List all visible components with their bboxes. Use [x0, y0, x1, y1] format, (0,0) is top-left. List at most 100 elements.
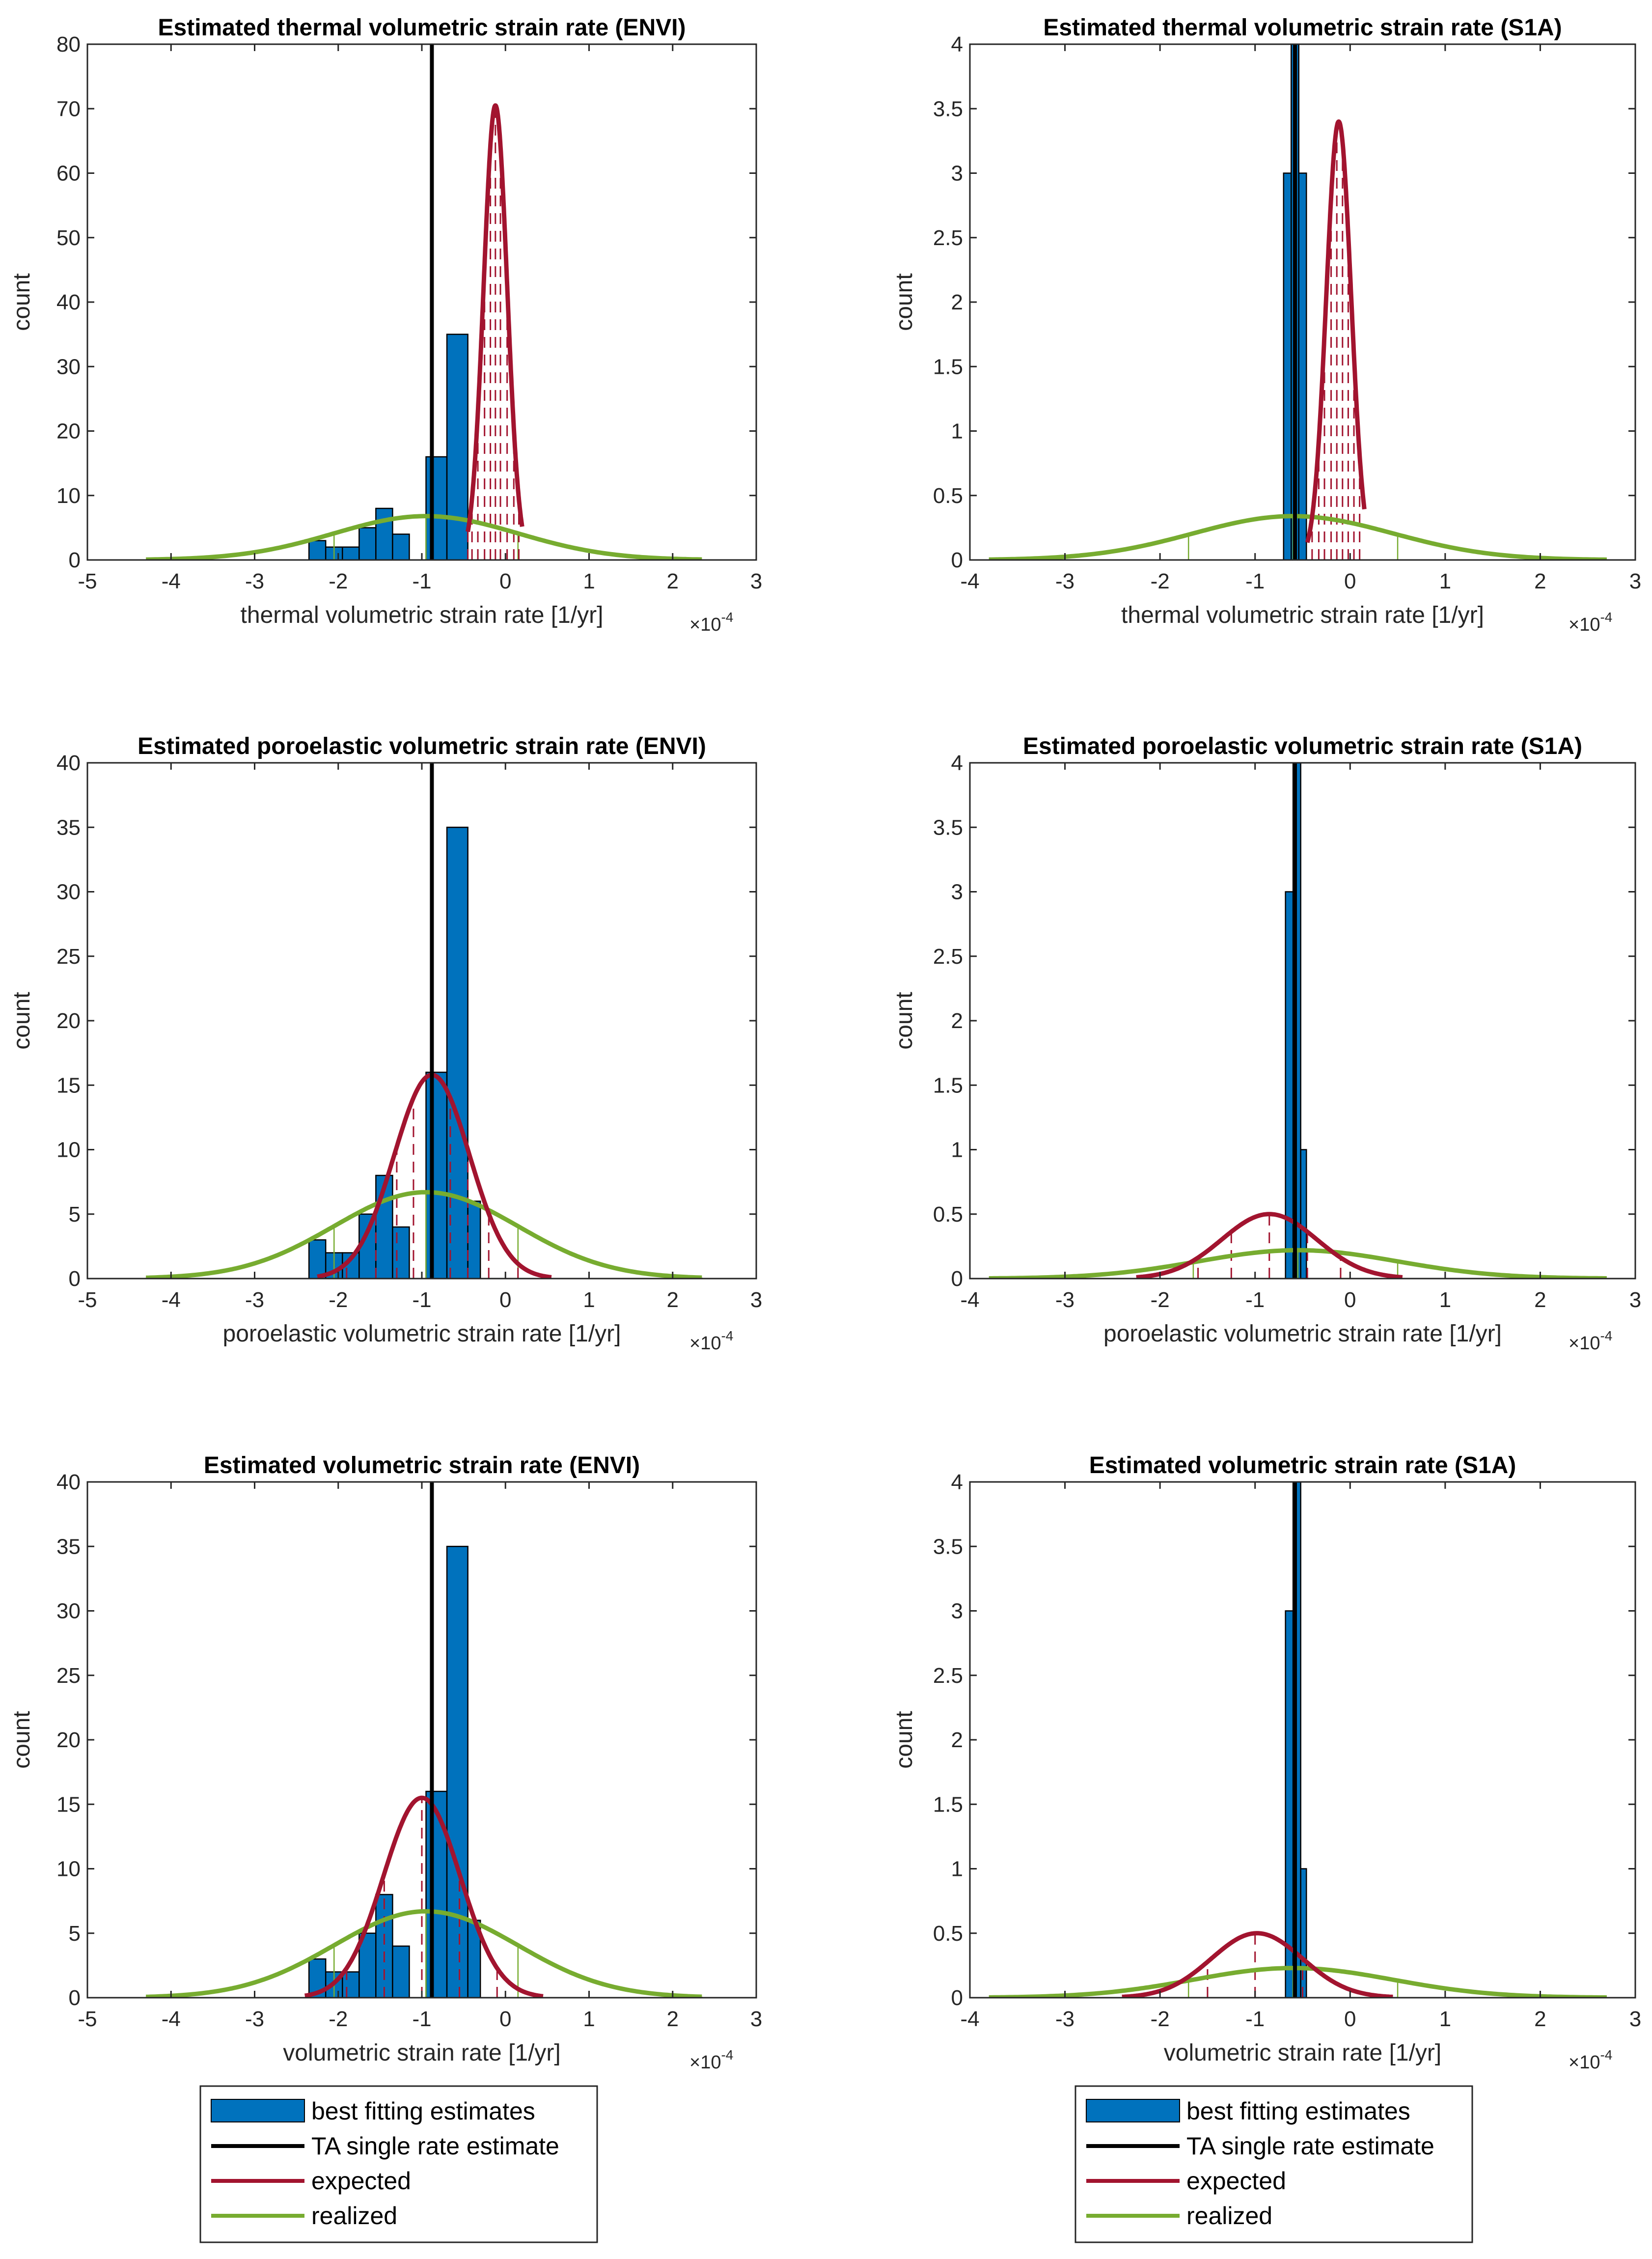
realized-curve [146, 514, 702, 560]
x-tick-label: -2 [1151, 2007, 1170, 2031]
x-tick-label: 0 [499, 1288, 511, 1312]
y-tick-label: 1 [951, 1138, 963, 1162]
x-tick-label: 2 [1534, 2007, 1546, 2031]
x-tick-label: -4 [162, 2007, 181, 2031]
x-tick-label: -2 [329, 2007, 348, 2031]
legend-left-label-2: expected [311, 2167, 411, 2195]
y-tick-label: 0 [69, 548, 81, 572]
histogram-bar [1285, 1610, 1294, 1998]
histogram-bar [358, 527, 377, 560]
x-tick-label: 0 [499, 569, 511, 593]
chart-panels: -5 -4 -3 -2 -1 0 1 2 301020304050607080Estimated… [9, 15, 1641, 2073]
legend-left-label-0: best fitting estimates [311, 2097, 535, 2125]
histogram-bar [392, 1945, 410, 1998]
y-tick-label: 2.5 [933, 226, 963, 250]
x-axis-label: poroelastic volumetric strain rate [1/yr… [223, 1321, 621, 1347]
histogram-bar [446, 334, 468, 560]
x-tick-label: -4 [960, 1288, 979, 1312]
x-tick-label: 3 [750, 2007, 762, 2031]
x-axis-exponent: ×10-4 [689, 610, 733, 635]
y-tick-label: 10 [56, 1857, 81, 1881]
axes-box [86, 762, 757, 1280]
x-tick-label: 1 [1439, 569, 1451, 593]
x-tick-label: 1 [1439, 2007, 1451, 2031]
y-axis-label: count [891, 992, 917, 1049]
legend-left-histogram-swatch [211, 2099, 305, 2122]
y-tick-label: 0 [951, 1986, 963, 2010]
histogram-bar [342, 1971, 360, 1998]
x-tick-label: 1 [1439, 1288, 1451, 1312]
y-tick-label: 0 [951, 1267, 963, 1291]
y-axis-label: count [891, 1711, 917, 1768]
y-tick-label: 0.5 [933, 1202, 963, 1227]
y-tick-label: 0 [69, 1267, 81, 1291]
histogram-bar [392, 1226, 410, 1279]
x-axis-label: thermal volumetric strain rate [1/yr] [1121, 602, 1484, 628]
y-tick-label: 0 [69, 1986, 81, 2010]
x-tick-label: 1 [583, 1288, 595, 1312]
x-tick-label: -5 [78, 2007, 97, 2031]
histogram-bar [308, 1239, 327, 1279]
x-tick-label: -1 [1245, 2007, 1265, 2031]
y-tick-label: 60 [56, 162, 81, 186]
legend-right-histogram-swatch [1086, 2099, 1180, 2122]
x-tick-label: -2 [1151, 1288, 1170, 1312]
x-tick-label: 0 [1344, 1288, 1356, 1312]
x-tick-label: -1 [1245, 569, 1265, 593]
legend-left-label-3: realized [311, 2202, 397, 2230]
y-tick-label: 10 [56, 1138, 81, 1162]
x-tick-label: -3 [1055, 569, 1074, 593]
x-tick-label: -1 [412, 569, 431, 593]
x-tick-label: -2 [329, 1288, 348, 1312]
y-tick-label: 30 [56, 880, 81, 904]
plot-area [988, 763, 1608, 1279]
y-tick-label: 50 [56, 226, 81, 250]
histogram-bar [342, 546, 360, 560]
y-tick-label: 3 [951, 162, 963, 186]
y-tick-label: 1.5 [933, 1073, 963, 1097]
y-tick-label: 40 [56, 1470, 81, 1494]
y-tick-label: 30 [56, 1599, 81, 1623]
legend-left: best fitting estimates TA single rate es… [199, 2085, 598, 2243]
chart-panel-3: -4 -3 -2 -1 0 1 2 3 0 0.5 1 1.5 2 2.5 3 3.5 4 Estimated p… [891, 733, 1641, 1354]
y-tick-label: 2.5 [933, 945, 963, 969]
chart-title: Estimated poroelastic volumetric strain … [138, 733, 706, 759]
histogram-bar [1298, 172, 1307, 560]
histogram-bar [1300, 1868, 1307, 1998]
y-tick-label: 20 [56, 1728, 81, 1752]
y-axis-label: count [9, 273, 35, 331]
y-tick-label: 4 [951, 751, 963, 775]
x-axis-exponent: ×10-4 [1569, 2047, 1612, 2073]
plot-area [145, 763, 703, 1279]
histogram-bar [467, 1200, 481, 1279]
legend-right-label-1: TA single rate estimate [1186, 2132, 1434, 2160]
y-axis-label: count [9, 992, 35, 1049]
realized-curve [989, 514, 1607, 560]
expected-curve [466, 103, 524, 533]
chart-title: Estimated poroelastic volumetric strain … [1023, 733, 1582, 759]
y-tick-label: 15 [56, 1792, 81, 1816]
histogram-bar [392, 533, 410, 560]
y-tick-label: 40 [56, 751, 81, 775]
chart-panel-1: -4 -3 -2 -1 0 1 2 3 0 0.5 1 1.5 2 2.5 3 3.5 4 Estimated t… [891, 15, 1641, 635]
y-tick-label: 0 [951, 548, 963, 572]
histogram-bar [446, 1546, 468, 1998]
x-tick-label: -3 [245, 1288, 264, 1312]
y-tick-label: 35 [56, 815, 81, 839]
y-tick-label: 2.5 [933, 1664, 963, 1688]
y-tick-label: 3.5 [933, 815, 963, 839]
y-tick-label: 2 [951, 1009, 963, 1033]
legend-right-label-0: best fitting estimates [1186, 2097, 1410, 2125]
y-tick-label: 2 [951, 1728, 963, 1752]
x-axis-exponent: ×10-4 [689, 1328, 733, 1354]
x-tick-label: -3 [245, 569, 264, 593]
x-tick-label: -1 [412, 1288, 431, 1312]
y-tick-label: 1 [951, 419, 963, 444]
x-tick-label: 0 [1344, 2007, 1356, 2031]
chart-title: Estimated thermal volumetric strain rate… [158, 15, 686, 41]
legend-left-label-1: TA single rate estimate [311, 2132, 559, 2160]
x-tick-label: -3 [245, 2007, 264, 2031]
x-tick-label: -1 [412, 2007, 431, 2031]
histogram-bar [308, 540, 327, 560]
x-tick-label: -5 [78, 1288, 97, 1312]
